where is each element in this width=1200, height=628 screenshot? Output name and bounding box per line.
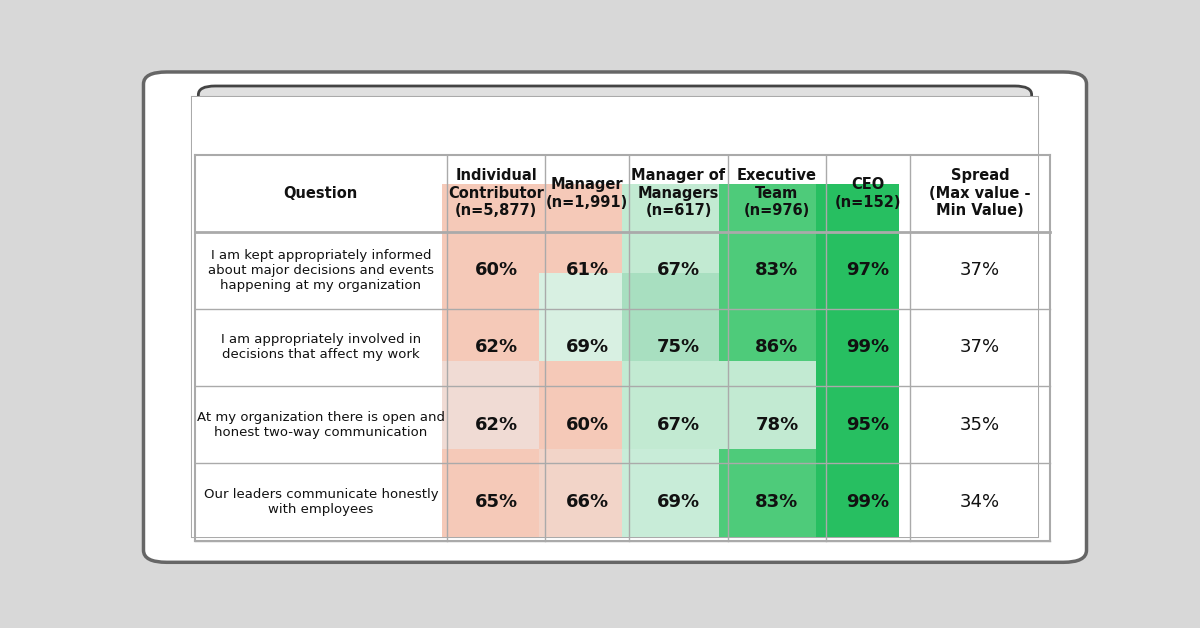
FancyBboxPatch shape: [198, 86, 1032, 154]
Text: 37%: 37%: [960, 261, 1000, 279]
Text: 62%: 62%: [475, 416, 518, 434]
Bar: [192, 449, 442, 537]
Bar: [816, 273, 899, 360]
Text: 99%: 99%: [846, 338, 889, 357]
Text: 61%: 61%: [565, 261, 608, 279]
Text: 95%: 95%: [846, 416, 889, 434]
Bar: [719, 449, 816, 537]
Bar: [622, 449, 719, 537]
Bar: [719, 273, 816, 360]
Text: INTERNAL COMMUNICATION (2024): INTERNAL COMMUNICATION (2024): [230, 101, 1000, 139]
Bar: [539, 449, 622, 537]
Bar: [442, 185, 539, 273]
Text: 35%: 35%: [960, 416, 1000, 434]
Bar: [192, 360, 442, 449]
Bar: [816, 185, 899, 273]
Bar: [719, 360, 816, 449]
Text: Manager
(n=1,991): Manager (n=1,991): [546, 177, 629, 210]
Bar: [816, 449, 899, 537]
Bar: [899, 449, 1038, 537]
Bar: [899, 185, 1038, 273]
Text: I am appropriately involved in
decisions that affect my work: I am appropriately involved in decisions…: [221, 333, 421, 362]
Text: I am kept appropriately informed
about major decisions and events
happening at m: I am kept appropriately informed about m…: [208, 249, 434, 291]
Text: Question: Question: [283, 186, 358, 201]
Text: Individual
Contributor
(n=5,877): Individual Contributor (n=5,877): [449, 168, 544, 219]
Text: 66%: 66%: [565, 493, 608, 511]
Bar: [192, 97, 1038, 185]
Bar: [539, 185, 622, 273]
Text: 69%: 69%: [656, 493, 700, 511]
Text: 60%: 60%: [565, 416, 608, 434]
Text: 97%: 97%: [846, 261, 889, 279]
Text: 60%: 60%: [475, 261, 518, 279]
Bar: [816, 360, 899, 449]
Bar: [192, 185, 442, 273]
Text: Our leaders communicate honestly
with employees: Our leaders communicate honestly with em…: [204, 488, 438, 516]
Bar: [442, 273, 539, 360]
Text: 65%: 65%: [475, 493, 518, 511]
Bar: [539, 360, 622, 449]
Bar: [442, 449, 539, 537]
Text: 67%: 67%: [656, 416, 700, 434]
Text: 62%: 62%: [475, 338, 518, 357]
Text: 99%: 99%: [846, 493, 889, 511]
FancyBboxPatch shape: [144, 72, 1086, 562]
Text: 69%: 69%: [565, 338, 608, 357]
Text: 83%: 83%: [755, 261, 798, 279]
Text: 86%: 86%: [755, 338, 798, 357]
Text: 83%: 83%: [755, 493, 798, 511]
Bar: [622, 185, 719, 273]
Text: 37%: 37%: [960, 338, 1000, 357]
Bar: [622, 273, 719, 360]
Text: CEO
(n=152): CEO (n=152): [835, 177, 901, 210]
Text: Executive
Team
(n=976): Executive Team (n=976): [737, 168, 817, 219]
Text: At my organization there is open and
honest two-way communication: At my organization there is open and hon…: [197, 411, 445, 439]
Bar: [719, 185, 816, 273]
Text: 78%: 78%: [755, 416, 798, 434]
Text: 75%: 75%: [656, 338, 700, 357]
Bar: [442, 360, 539, 449]
Text: 67%: 67%: [656, 261, 700, 279]
Bar: [899, 360, 1038, 449]
Text: 34%: 34%: [960, 493, 1000, 511]
Bar: [622, 360, 719, 449]
Text: Spread
(Max value -
Min Value): Spread (Max value - Min Value): [929, 168, 1031, 219]
Bar: [192, 273, 442, 360]
Bar: [899, 273, 1038, 360]
Text: Manager of
Managers
(n=617): Manager of Managers (n=617): [631, 168, 726, 219]
Bar: [539, 273, 622, 360]
